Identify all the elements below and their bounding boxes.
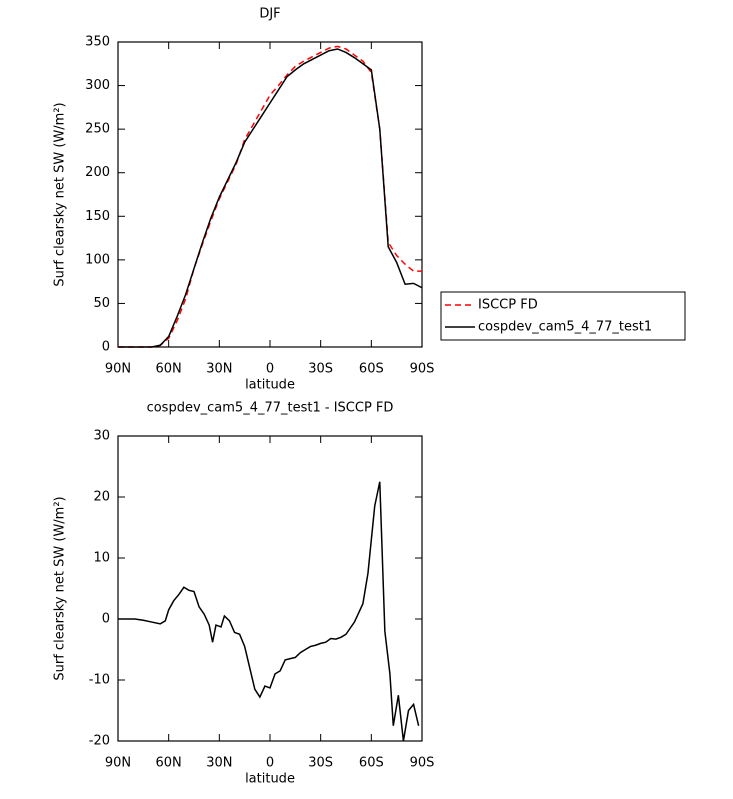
x-axis-label: latitude [245, 772, 295, 787]
plot-frame [117, 435, 423, 742]
x-tick-label: 90N [105, 756, 131, 771]
x-tick-label: 60N [156, 362, 182, 377]
y-tick-label: 0 [102, 340, 110, 355]
x-tick-label: 60N [156, 756, 182, 771]
y-tick-label: 350 [85, 35, 110, 50]
x-tick-label: 90S [410, 756, 435, 771]
x-tick-label: 0 [266, 362, 274, 377]
y-tick-label: 100 [85, 252, 110, 267]
x-tick-label: 90N [105, 362, 131, 377]
x-tick-label: 60S [359, 756, 384, 771]
series-line [118, 45, 422, 348]
y-tick-label: 250 [85, 122, 110, 137]
y-tick-label: 50 [93, 296, 110, 311]
y-tick-label: 20 [93, 490, 110, 505]
y-axis-label: Surf clearsky net SW (W/m²) [53, 102, 68, 286]
x-tick-label: 30N [206, 362, 232, 377]
y-tick-label: -10 [89, 673, 110, 688]
chart-title: cospdev_cam5_4_77_test1 - ISCCP FD [147, 401, 394, 416]
plot-frame [117, 41, 423, 348]
legend-label: cospdev_cam5_4_77_test1 [478, 320, 652, 335]
x-tick-label: 0 [266, 756, 274, 771]
y-tick-label: 0 [102, 612, 110, 627]
x-tick-label: 30S [308, 362, 333, 377]
y-tick-label: 10 [93, 551, 110, 566]
x-tick-label: 30S [308, 756, 333, 771]
series-line [118, 48, 423, 348]
series-line [118, 481, 420, 742]
y-tick-label: 150 [85, 209, 110, 224]
y-tick-label: 200 [85, 165, 110, 180]
y-tick-label: 30 [93, 429, 110, 444]
x-axis-label: latitude [245, 378, 295, 393]
legend-label: ISCCP FD [478, 298, 538, 313]
y-tick-label: -20 [89, 734, 110, 749]
x-tick-label: 30N [206, 756, 232, 771]
legend-box [440, 291, 686, 341]
y-axis-label: Surf clearsky net SW (W/m²) [53, 496, 68, 680]
x-tick-label: 90S [410, 362, 435, 377]
chart-title: DJF [259, 7, 280, 22]
x-tick-label: 60S [359, 362, 384, 377]
y-tick-label: 300 [85, 78, 110, 93]
